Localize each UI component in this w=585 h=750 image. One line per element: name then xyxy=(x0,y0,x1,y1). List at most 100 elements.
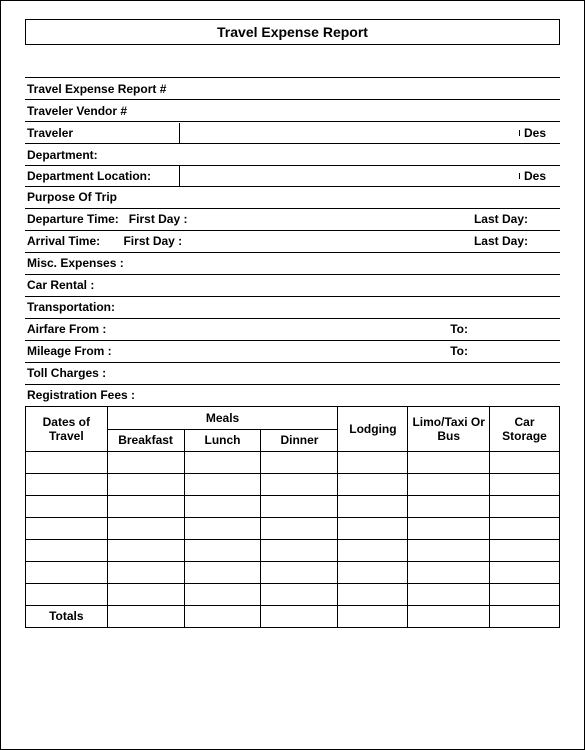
totals-breakfast[interactable] xyxy=(107,605,184,627)
table-cell[interactable] xyxy=(338,495,408,517)
table-cell[interactable] xyxy=(107,495,184,517)
info-lines: Purpose Of Trip Departure Time: First Da… xyxy=(25,187,560,407)
row-report-number: Travel Expense Report # xyxy=(25,77,560,99)
table-row xyxy=(26,561,560,583)
th-car-storage: Car Storage xyxy=(490,407,560,451)
table-cell[interactable] xyxy=(490,517,560,539)
label-des-1: Des xyxy=(520,123,560,143)
table-row xyxy=(26,495,560,517)
field-traveler[interactable] xyxy=(180,130,520,136)
table-cell[interactable] xyxy=(184,517,261,539)
table-cell[interactable] xyxy=(261,583,338,605)
expense-body xyxy=(26,451,560,605)
table-cell[interactable] xyxy=(26,539,108,561)
table-cell[interactable] xyxy=(338,583,408,605)
table-cell[interactable] xyxy=(261,495,338,517)
totals-limo[interactable] xyxy=(408,605,490,627)
table-cell[interactable] xyxy=(261,561,338,583)
label-vendor-number: Traveler Vendor # xyxy=(25,101,131,121)
totals-dinner[interactable] xyxy=(261,605,338,627)
label-des-2: Des xyxy=(520,166,560,186)
table-cell[interactable] xyxy=(408,517,490,539)
th-lodging: Lodging xyxy=(338,407,408,451)
table-cell[interactable] xyxy=(26,495,108,517)
th-meals: Meals xyxy=(107,407,338,429)
table-cell[interactable] xyxy=(261,517,338,539)
table-cell[interactable] xyxy=(490,451,560,473)
table-cell[interactable] xyxy=(261,539,338,561)
totals-label: Totals xyxy=(26,605,108,627)
table-cell[interactable] xyxy=(408,451,490,473)
table-cell[interactable] xyxy=(26,451,108,473)
line-car-rental: Car Rental : xyxy=(25,275,560,297)
table-cell[interactable] xyxy=(490,583,560,605)
table-cell[interactable] xyxy=(26,473,108,495)
row-vendor-number: Traveler Vendor # xyxy=(25,99,560,121)
table-cell[interactable] xyxy=(408,561,490,583)
table-cell[interactable] xyxy=(408,539,490,561)
table-cell[interactable] xyxy=(338,517,408,539)
table-cell[interactable] xyxy=(184,539,261,561)
page: Travel Expense Report Travel Expense Rep… xyxy=(0,0,585,750)
th-limo: Limo/Taxi Or Bus xyxy=(408,407,490,451)
table-cell[interactable] xyxy=(26,561,108,583)
table-cell[interactable] xyxy=(184,451,261,473)
totals-lodging[interactable] xyxy=(338,605,408,627)
line-mileage: Mileage From : To: xyxy=(25,341,560,363)
th-dates: Dates of Travel xyxy=(26,407,108,451)
line-toll: Toll Charges : xyxy=(25,363,560,385)
table-cell[interactable] xyxy=(338,539,408,561)
table-cell[interactable] xyxy=(107,539,184,561)
line-purpose: Purpose Of Trip xyxy=(25,187,560,209)
line-airfare: Airfare From : To: xyxy=(25,319,560,341)
label-department: Department: xyxy=(25,145,102,165)
line-misc: Misc. Expenses : xyxy=(25,253,560,275)
table-row xyxy=(26,539,560,561)
label-department-location: Department Location: xyxy=(25,166,180,186)
table-row xyxy=(26,583,560,605)
table-cell[interactable] xyxy=(184,561,261,583)
table-row xyxy=(26,451,560,473)
th-breakfast: Breakfast xyxy=(107,429,184,451)
table-row xyxy=(26,473,560,495)
row-department: Department: xyxy=(25,143,560,165)
table-cell[interactable] xyxy=(338,451,408,473)
table-cell[interactable] xyxy=(261,451,338,473)
table-cell[interactable] xyxy=(184,473,261,495)
label-traveler: Traveler xyxy=(25,123,180,143)
label-report-number: Travel Expense Report # xyxy=(25,79,170,99)
table-cell[interactable] xyxy=(490,473,560,495)
table-cell[interactable] xyxy=(107,561,184,583)
table-cell[interactable] xyxy=(338,473,408,495)
line-transportation: Transportation: xyxy=(25,297,560,319)
table-cell[interactable] xyxy=(261,473,338,495)
table-cell[interactable] xyxy=(26,583,108,605)
table-cell[interactable] xyxy=(107,517,184,539)
table-cell[interactable] xyxy=(107,451,184,473)
line-arrival: Arrival Time: First Day : Last Day: xyxy=(25,231,560,253)
line-registration: Registration Fees : xyxy=(25,385,560,407)
table-cell[interactable] xyxy=(408,583,490,605)
table-cell[interactable] xyxy=(107,583,184,605)
table-cell[interactable] xyxy=(408,473,490,495)
table-cell[interactable] xyxy=(490,495,560,517)
table-cell[interactable] xyxy=(26,517,108,539)
header-section: Travel Expense Report # Traveler Vendor … xyxy=(25,77,560,187)
table-cell[interactable] xyxy=(490,561,560,583)
field-department-location[interactable] xyxy=(180,173,520,179)
document-title: Travel Expense Report xyxy=(25,19,560,45)
table-cell[interactable] xyxy=(107,473,184,495)
table-cell[interactable] xyxy=(184,495,261,517)
totals-car[interactable] xyxy=(490,605,560,627)
table-cell[interactable] xyxy=(184,583,261,605)
row-traveler: Traveler Des xyxy=(25,121,560,143)
th-lunch: Lunch xyxy=(184,429,261,451)
totals-lunch[interactable] xyxy=(184,605,261,627)
table-cell[interactable] xyxy=(490,539,560,561)
table-cell[interactable] xyxy=(338,561,408,583)
row-department-location: Department Location: Des xyxy=(25,165,560,187)
line-departure: Departure Time: First Day : Last Day: xyxy=(25,209,560,231)
expense-table: Dates of Travel Meals Lodging Limo/Taxi … xyxy=(25,407,560,628)
table-row xyxy=(26,517,560,539)
table-cell[interactable] xyxy=(408,495,490,517)
